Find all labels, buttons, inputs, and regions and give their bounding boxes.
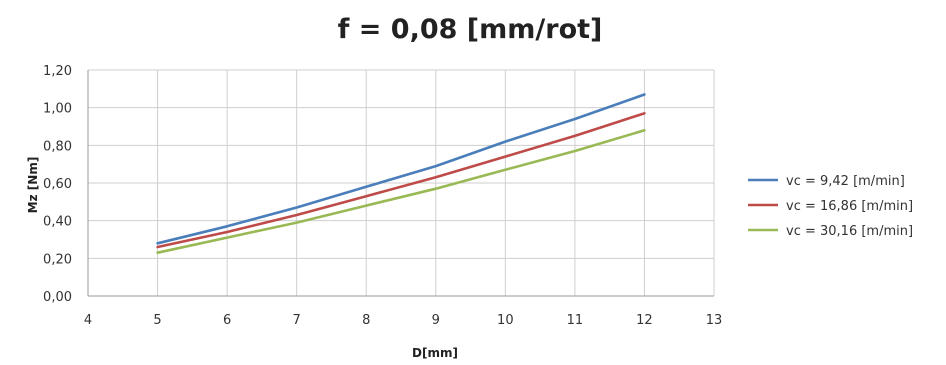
y-axis-label: Mz [Nm] (26, 157, 40, 214)
series-line-2 (156, 112, 646, 249)
series-line-3 (156, 129, 646, 254)
legend-label-2: vc = 16,86 [m/min] (786, 199, 913, 214)
x-tick-label: 10 (497, 313, 514, 328)
x-tick-label: 4 (84, 313, 92, 328)
x-tick-label: 8 (362, 313, 370, 328)
x-tick-label: 7 (293, 313, 301, 328)
axes (87, 70, 714, 297)
legend: vc = 9,42 [m/min] vc = 16,86 [m/min] vc = … (748, 174, 913, 239)
series-lines (156, 93, 646, 254)
y-tick-label: 1,00 (43, 102, 72, 117)
y-tick-label: 0,20 (43, 252, 72, 267)
x-axis-label: D[mm] (412, 346, 458, 360)
y-tick-label: 0,00 (43, 290, 72, 305)
x-tick-label: 13 (706, 313, 723, 328)
legend-label-1: vc = 9,42 [m/min] (786, 174, 905, 189)
legend-label-3: vc = 30,16 [m/min] (786, 224, 913, 239)
chart-title: f = 0,08 [mm/rot] (338, 14, 603, 45)
x-tick-label: 6 (223, 313, 231, 328)
y-tick-label: 0,60 (43, 177, 72, 192)
y-tick-label: 1,20 (43, 64, 72, 79)
y-tick-label: 0,80 (43, 139, 72, 154)
y-tick-labels: 0,00 0,20 0,40 0,60 0,80 1,00 1,20 (43, 64, 72, 305)
x-tick-labels: 4 5 6 7 8 9 10 11 12 13 (84, 313, 722, 328)
x-tick-label: 5 (153, 313, 161, 328)
series-line-1 (156, 93, 646, 245)
x-tick-label: 9 (432, 313, 440, 328)
x-tick-label: 12 (636, 313, 653, 328)
y-tick-label: 0,40 (43, 215, 72, 230)
x-tick-label: 11 (567, 313, 584, 328)
